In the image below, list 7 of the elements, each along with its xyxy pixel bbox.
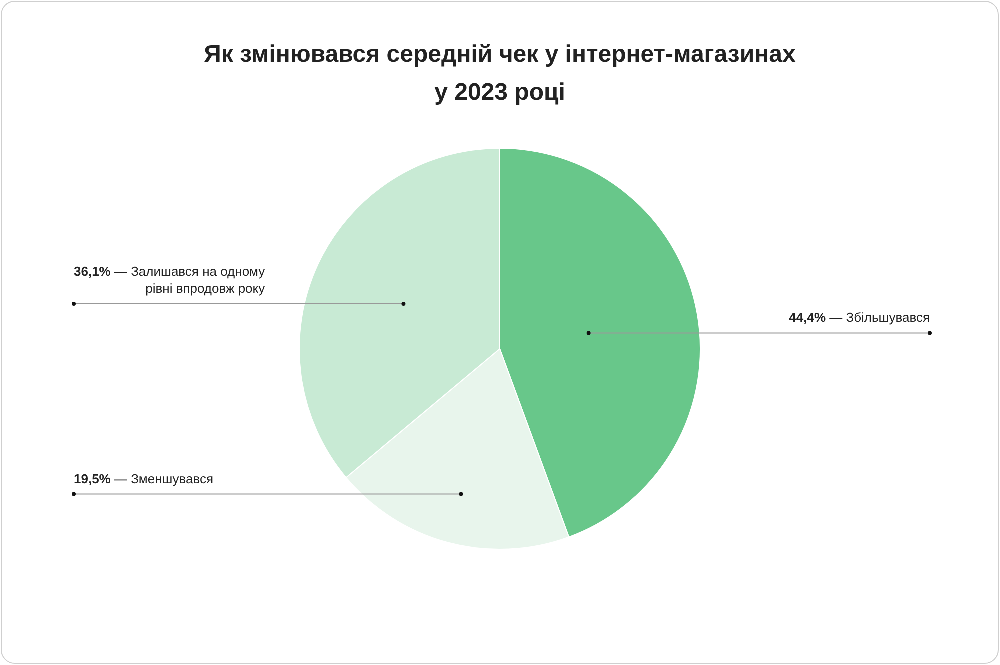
data-label: 36,1% [74,264,112,280]
data-label: 19,5% [74,471,112,486]
slice-label: — Збільшувався [830,310,930,326]
data-label: 44,4% [789,310,826,326]
slice-label: — Зменшувався [114,471,214,486]
chart-title: Як змінювався середній чек у інтернет-магазинах у 2023 році [203,40,797,108]
slice-label: — Залишався на одному рівні впродовж року [114,264,266,296]
